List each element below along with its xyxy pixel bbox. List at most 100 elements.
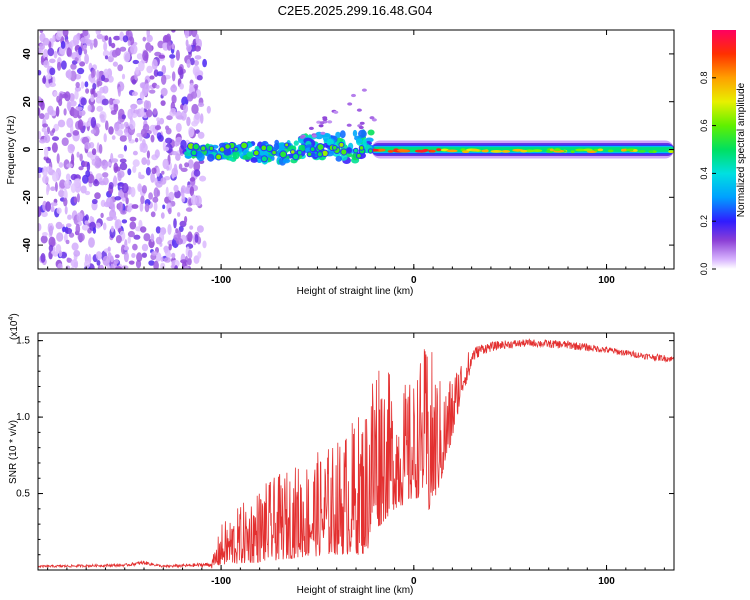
noise-blob [92, 68, 96, 78]
noise-blob [142, 123, 150, 132]
noise-blob [58, 250, 63, 258]
unstable-peak [260, 144, 268, 152]
noise-blob [184, 162, 190, 168]
noise-blob [175, 153, 181, 161]
noise-blob [155, 181, 163, 188]
noise-blob [95, 30, 101, 36]
noise-blob [123, 246, 130, 251]
noise-blob [181, 96, 189, 106]
unstable-blob [232, 150, 240, 160]
colorbar-tick-label: 0.8 [699, 72, 709, 85]
noise-blob [57, 30, 64, 38]
noise-blob [127, 40, 131, 47]
noise-blob [79, 61, 86, 67]
noise-blob [119, 46, 127, 52]
noise-blob [175, 122, 182, 133]
top-y-tick-label: 20 [22, 96, 33, 108]
unstable-peak [367, 148, 374, 154]
noise-blob [118, 123, 125, 130]
noise-blob [191, 120, 199, 127]
noise-blob [141, 157, 148, 166]
noise-blob [110, 263, 114, 269]
upper-tail-blob [318, 124, 324, 128]
noise-blob [38, 173, 42, 179]
noise-blob [54, 181, 58, 192]
unstable-blob [207, 153, 215, 162]
noise-blob [129, 216, 137, 222]
unstable-blob [246, 151, 254, 158]
noise-blob [128, 260, 135, 265]
noise-blob [131, 79, 137, 85]
unstable-peak [338, 141, 345, 148]
noise-blob [113, 99, 120, 105]
noise-blob [94, 160, 102, 169]
noise-blob [102, 85, 109, 94]
upper-tail-blob [311, 134, 317, 138]
noise-blob [151, 167, 157, 175]
unstable-peak [240, 141, 249, 150]
stable-hotspot [501, 150, 511, 153]
noise-blob [113, 122, 120, 132]
noise-blob [45, 201, 51, 212]
noise-blob [84, 190, 91, 196]
noise-blob [90, 79, 96, 84]
noise-blob [103, 41, 108, 52]
noise-blob [183, 265, 189, 269]
noise-blob [62, 226, 66, 233]
noise-blob [202, 58, 208, 68]
noise-blob [97, 80, 103, 87]
noise-blob [160, 100, 166, 106]
noise-blob [140, 195, 145, 205]
noise-blob [184, 189, 191, 194]
noise-blob [84, 260, 91, 269]
unstable-peak [316, 151, 324, 158]
noise-blob [90, 94, 95, 103]
noise-blob [150, 172, 156, 183]
unstable-peak [224, 143, 231, 150]
noise-blob [70, 259, 79, 268]
unstable-peak [331, 144, 338, 151]
noise-blob [142, 36, 147, 42]
noise-blob [165, 186, 169, 198]
noise-blob [115, 219, 122, 230]
noise-blob [84, 142, 91, 150]
noise-blob [113, 103, 119, 112]
noise-blob [154, 149, 160, 159]
noise-blob [195, 195, 202, 207]
noise-blob [70, 266, 75, 269]
noise-blob [47, 107, 52, 114]
noise-blob [179, 83, 185, 90]
noise-blob [63, 197, 68, 207]
noise-blob [163, 245, 169, 254]
noise-blob [53, 50, 58, 59]
noise-blob [111, 49, 119, 58]
noise-blob [148, 260, 155, 266]
noise-blob [53, 91, 58, 97]
noise-blob [136, 99, 144, 105]
noise-blob [110, 225, 114, 233]
noise-blob [77, 119, 84, 131]
noise-blob [72, 34, 80, 46]
noise-blob [99, 264, 105, 269]
noise-blob [126, 205, 132, 213]
noise-blob [41, 127, 47, 133]
noise-blob [40, 235, 48, 244]
noise-blob [169, 54, 176, 59]
stable-hotspot [638, 150, 646, 153]
noise-blob [125, 197, 129, 205]
noise-blob [177, 212, 181, 217]
noise-blob [81, 224, 89, 231]
noise-blob [80, 81, 85, 89]
stable-hotspot [393, 149, 398, 152]
noise-blob [115, 235, 122, 244]
noise-blob [83, 122, 92, 127]
stable-hotspot [575, 148, 586, 152]
noise-blob [58, 162, 64, 168]
noise-blob [143, 233, 151, 242]
noise-blob [75, 106, 83, 111]
noise-blob [160, 262, 166, 269]
noise-blob [95, 251, 102, 260]
noise-blob [46, 74, 52, 80]
unstable-blob [362, 138, 367, 148]
noise-blob [139, 142, 144, 153]
